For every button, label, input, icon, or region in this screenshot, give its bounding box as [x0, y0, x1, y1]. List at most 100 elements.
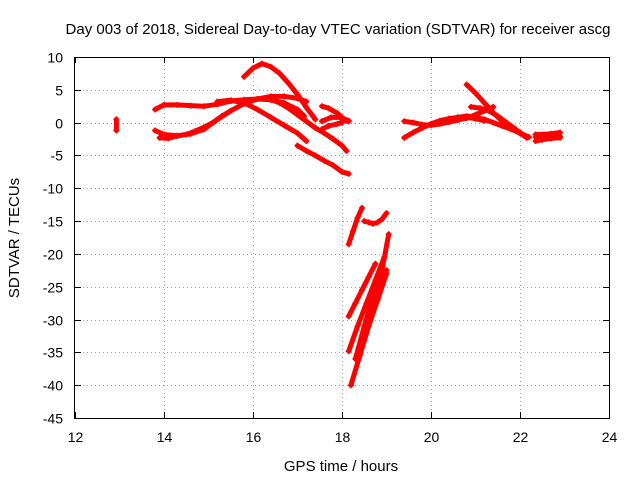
data-point [339, 142, 345, 149]
data-point [363, 300, 370, 307]
plot-frame [74, 57, 610, 419]
data-point [161, 101, 167, 108]
data-point [385, 231, 392, 238]
data-point [303, 118, 310, 125]
data-point [258, 60, 265, 67]
series-arc-i [319, 114, 352, 125]
data-point [165, 135, 172, 142]
data-point [241, 99, 248, 106]
data-point [539, 132, 546, 139]
data-point [192, 128, 199, 135]
data-point [201, 124, 208, 131]
y-tick-label: 10 [47, 50, 63, 66]
data-point [276, 99, 283, 106]
data-point [532, 134, 539, 141]
data-point [201, 103, 208, 110]
data-point [557, 133, 563, 140]
data-point [401, 134, 408, 141]
data-point [330, 162, 337, 169]
data-point [187, 102, 194, 109]
y-tick-label: -25 [43, 280, 63, 296]
data-point [214, 98, 221, 105]
grid [75, 57, 609, 418]
data-point [359, 205, 365, 211]
data-point [303, 138, 310, 144]
series-line [401, 114, 487, 141]
data-point [490, 119, 497, 126]
data-point [321, 130, 328, 137]
data-point [254, 106, 261, 113]
data-point [472, 90, 479, 97]
data-point [359, 287, 365, 293]
data-point [321, 157, 328, 164]
data-layer [113, 60, 563, 389]
series-arc-c [156, 107, 234, 142]
data-point [241, 73, 248, 80]
data-point [454, 114, 461, 121]
data-point [383, 267, 390, 274]
data-point [477, 105, 483, 112]
data-point [325, 122, 332, 129]
data-point [330, 136, 337, 142]
data-point [294, 111, 301, 118]
data-point [463, 113, 470, 120]
data-point [383, 210, 390, 217]
data-point [339, 119, 345, 126]
data-point [334, 120, 341, 127]
x-tick-label: 12 [68, 429, 84, 445]
data-point [312, 124, 319, 131]
data-point [359, 333, 365, 339]
chart-title: Day 003 of 2018, Sidereal Day-to-day VTE… [66, 21, 611, 38]
data-point [372, 293, 379, 300]
series-arc-g [294, 142, 352, 177]
data-point [481, 116, 488, 123]
series-plunge-1 [345, 205, 365, 248]
data-point [327, 114, 334, 121]
data-point [494, 113, 501, 120]
data-point [372, 260, 379, 267]
x-tick-label: 20 [424, 429, 440, 445]
x-tick-label: 22 [513, 429, 529, 445]
data-point [419, 124, 426, 131]
series-line [319, 114, 352, 124]
data-point [254, 96, 261, 102]
data-point [267, 114, 274, 121]
data-point [319, 118, 325, 125]
data-point [174, 132, 181, 139]
data-point [472, 114, 479, 121]
data-point [281, 122, 288, 129]
data-point [345, 117, 352, 124]
data-point [267, 96, 274, 103]
data-point [379, 277, 385, 284]
y-tick-label: -10 [43, 181, 63, 197]
data-point [365, 273, 372, 280]
data-point [410, 119, 417, 126]
axis-ticks: 12 14 16 18 20 22 24 10 5 0 -5 -10 -15 -20 -25 -30 -35 -4… [43, 50, 618, 446]
data-point [312, 116, 319, 123]
data-point [401, 118, 408, 125]
x-axis-label: GPS time / hours [284, 458, 398, 475]
series-arc-d [241, 60, 319, 123]
data-point [428, 120, 434, 127]
series-arc-e [214, 97, 310, 144]
data-point [303, 147, 310, 154]
data-point [227, 97, 234, 104]
data-point [345, 313, 352, 320]
data-point [365, 310, 372, 316]
data-point [303, 104, 310, 111]
data-point [503, 119, 510, 126]
data-point [512, 126, 519, 133]
y-tick-label: 0 [55, 116, 63, 132]
data-point [294, 142, 301, 149]
data-point [445, 117, 452, 124]
series-isolated [113, 116, 120, 134]
data-point [354, 214, 361, 221]
data-point [113, 116, 120, 123]
series-arc-m [445, 113, 532, 141]
data-point [156, 134, 163, 141]
x-tick-label: 24 [602, 429, 618, 445]
data-point [294, 130, 301, 137]
data-point [345, 348, 352, 355]
data-point [336, 114, 343, 121]
